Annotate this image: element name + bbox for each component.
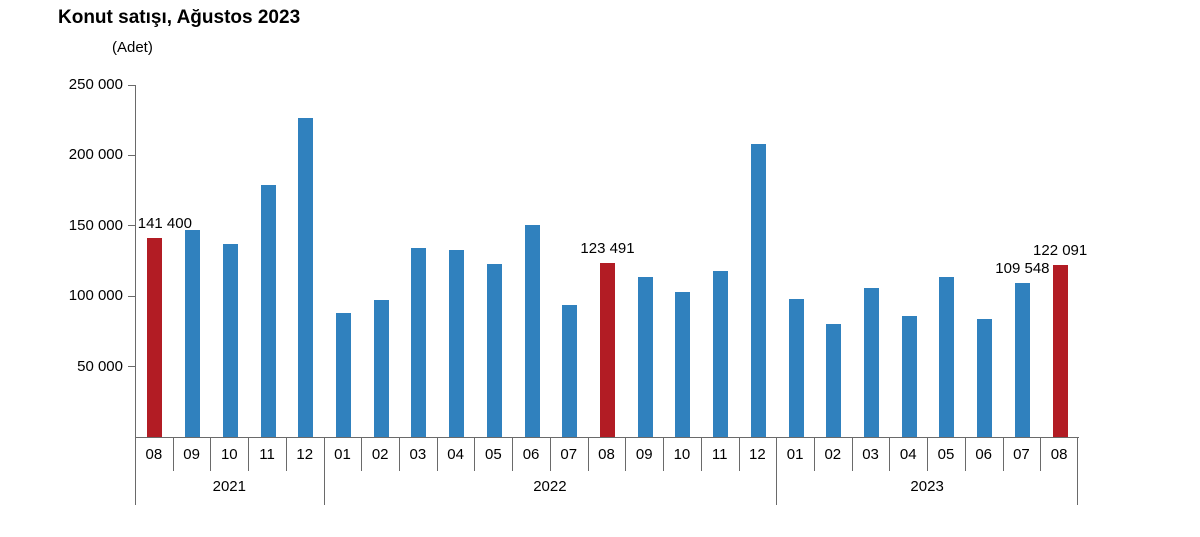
x-tick-label-2022-04: 04 [447,446,464,463]
x-tick-label-2023-03: 03 [862,446,879,463]
x-tick-label-2021-11: 11 [259,446,275,463]
bar-2021-12 [298,118,314,437]
x-tick-label-2022-08: 08 [598,446,615,463]
year-label-2021: 2021 [212,478,246,495]
bar-2022-01 [335,313,351,437]
bar-2023-02 [826,324,842,437]
month-separator-line [1040,438,1042,471]
month-separator-line [700,438,702,471]
x-tick-label-2021-10: 10 [220,446,238,463]
y-axis-tick-label: 50 000 [77,357,123,375]
y-axis-tick-label: 250 000 [68,76,123,93]
x-tick-label-2022-09: 09 [635,446,653,463]
bar-2022-06 [524,225,540,437]
bar-2021-10 [222,244,238,437]
month-separator-line [361,438,363,471]
bar-2022-09 [637,277,653,437]
x-tick-label-2022-01: 01 [334,446,351,463]
month-separator-line [625,438,627,471]
year-label-2022: 2022 [533,478,567,495]
bar-2023-04 [901,316,917,437]
bar-2021-11 [260,185,276,437]
x-tick-label-2022-07: 07 [560,446,578,463]
bar-2023-03 [864,288,880,437]
x-tick-label-2023-06: 06 [975,446,993,463]
x-tick-label-2022-06: 06 [522,446,540,463]
x-tick-label-2021-12: 12 [296,446,314,463]
month-separator-line [851,438,853,471]
x-tick-label-2022-11: 11 [711,446,728,463]
bar-2023-01 [788,299,804,437]
bar-2022-05 [486,264,502,437]
month-separator-line [964,438,966,471]
year-boundary-line [1077,438,1078,505]
x-tick-label-2023-05: 05 [937,446,955,463]
x-tick-label-2022-05: 05 [484,446,502,463]
x-axis-year-row: 2021 2022 2023 [135,438,1078,505]
month-separator-line [663,438,665,471]
month-separator-line [248,438,250,471]
bar-2022-11 [713,271,729,437]
month-separator-line [549,438,551,471]
bar-2022-10 [675,292,691,437]
x-tick-label-2023-08: 08 [1050,446,1068,463]
y-axis-tick [128,366,135,368]
chart-title: Konut satışı, Ağustos 2023 [58,7,301,28]
year-label-2023: 2023 [910,478,944,495]
bar-2022-02 [373,300,389,437]
month-separator-line [172,438,174,471]
bar-2023-05 [939,277,955,437]
x-axis-month-row: 08 09 10 11 12 01 02 03 04 05 06 07 08 09 10 11 12 01 02 03… [135,438,1078,471]
bar-2022-07 [562,305,578,437]
bar-2023-06 [977,319,993,437]
bar-value-label-2023-07: 109 548 [995,260,1050,277]
bar-2022-03 [411,248,427,437]
month-separator-line [285,438,287,471]
bar-value-label-2022-08: 123 491 [580,240,635,257]
x-tick-label-2023-01: 01 [786,446,804,463]
x-tick-label-2022-03: 03 [409,446,427,463]
month-separator-line [1002,438,1004,471]
x-tick-label-2022-10: 10 [673,446,691,463]
bar-chart-plot-area: 50 000 100 000 150 000 200 000 250 000 141 40… [69,76,1087,438]
x-tick-label-2021-08: 08 [145,446,163,463]
month-separator-line [889,438,891,471]
chart-unit-label: (Adet) [112,39,153,56]
bar-value-label-2023-08: 122 091 [1033,242,1088,259]
x-tick-label-2022-02: 02 [371,446,389,463]
month-separator-line [813,438,815,471]
x-tick-label-2023-07: 07 [1013,446,1030,463]
y-axis-tick-label: 150 000 [68,216,123,234]
y-axis-tick-label: 100 000 [68,287,123,305]
bar-value-label-2021-08: 141 400 [137,215,192,232]
month-separator-line [210,438,212,471]
y-axis-tick [128,84,135,86]
month-separator-line [399,438,401,471]
month-separator-line [587,438,589,471]
bar-2022-04 [449,250,465,437]
y-axis-tick [128,295,135,297]
x-tick-label-2022-12: 12 [749,446,766,463]
x-tick-label-2023-02: 02 [824,446,842,463]
bar-2023-08 [1052,265,1068,437]
bar-2021-09 [185,230,201,437]
y-axis-tick [128,154,135,156]
bar-2022-12 [750,144,766,437]
month-separator-line [512,438,514,471]
x-tick-label-2023-04: 04 [899,446,917,463]
month-separator-line [436,438,438,471]
y-axis-tick-label: 200 000 [68,146,123,164]
x-tick-label-2021-09: 09 [183,446,200,463]
month-separator-line [927,438,929,471]
bar-2022-08 [600,263,615,437]
bar-2021-08 [147,238,163,437]
year-boundary-line [776,438,778,505]
year-boundary-line [135,438,136,505]
month-separator-line [738,438,740,471]
bar-2023-07 [1014,283,1030,437]
y-axis-tick [128,225,135,227]
year-boundary-line [323,438,325,505]
month-separator-line [474,438,476,471]
